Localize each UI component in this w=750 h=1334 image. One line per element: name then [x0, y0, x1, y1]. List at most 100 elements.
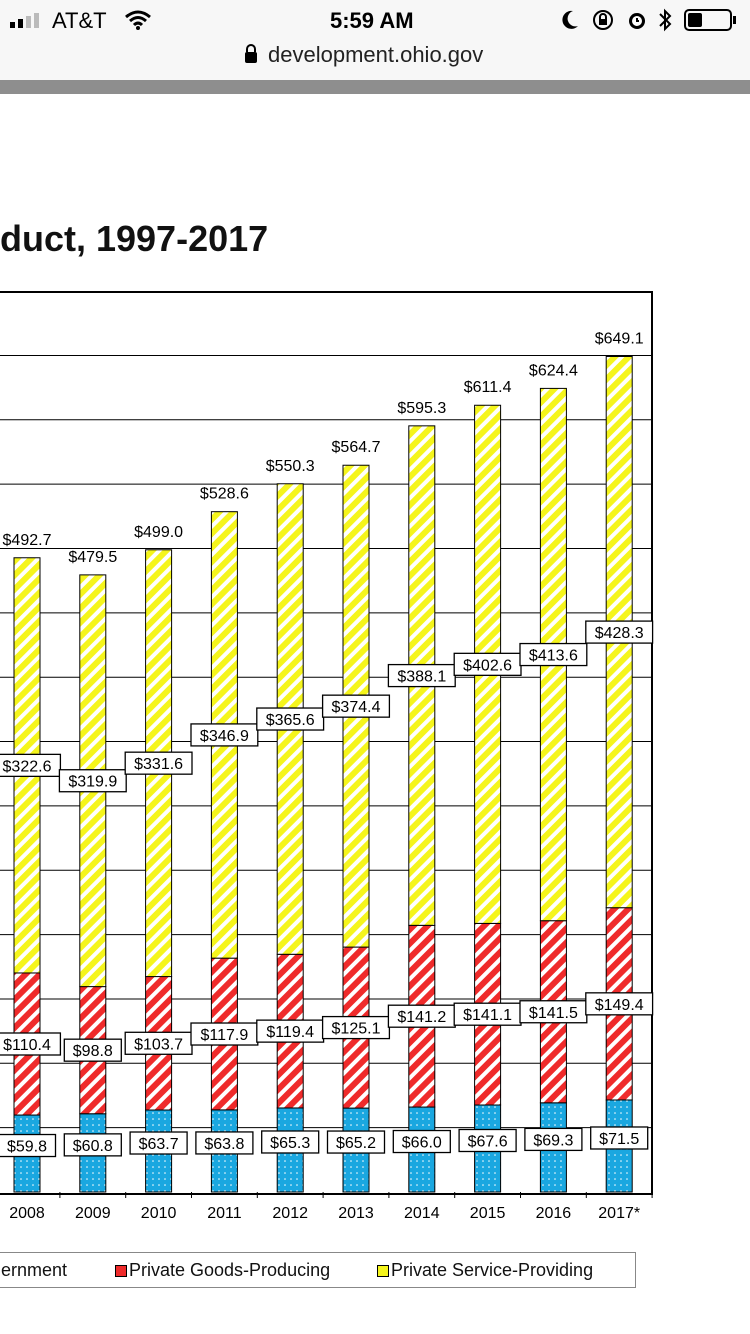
label-goods-producing: $141.1 [453, 1002, 522, 1026]
label-goods-producing-text: $98.8 [73, 1043, 113, 1060]
total-label: $550.3 [266, 458, 315, 475]
label-goods-producing-box [63, 1038, 122, 1062]
label-goods-producing: $119.4 [256, 1019, 325, 1043]
label-government-text: $65.3 [270, 1135, 310, 1152]
label-service-providing-box [519, 642, 588, 667]
label-government-text: $63.8 [204, 1136, 244, 1153]
label-government: $71.5 [590, 1126, 649, 1150]
label-service-providing: $428.3 [585, 620, 654, 644]
label-goods-producing: $103.7 [124, 1031, 193, 1055]
lock-icon [243, 43, 259, 70]
chart-legend: ernment Private Goods-Producing Private … [0, 1252, 636, 1288]
label-government: $69.3 [524, 1127, 583, 1152]
label-service-providing-box [256, 707, 325, 731]
total-label: $479.5 [68, 549, 117, 566]
clock-time: 5:59 AM [330, 8, 414, 33]
label-government-box [524, 1127, 583, 1152]
x-tick-label: 2013 [338, 1205, 374, 1222]
label-government: $67.6 [458, 1128, 517, 1153]
label-service-providing-box [190, 723, 259, 747]
x-tick-label: 2010 [141, 1205, 177, 1222]
x-tick-label: 2015 [470, 1205, 506, 1222]
label-service-providing-text: $322.6 [3, 758, 52, 775]
label-service-providing: $413.6 [519, 642, 588, 667]
label-goods-producing-box [585, 992, 654, 1016]
label-government-box [195, 1131, 254, 1155]
label-government-box [458, 1128, 517, 1153]
label-service-providing-text: $346.9 [200, 728, 249, 745]
label-service-providing-text: $319.9 [68, 774, 117, 791]
label-government-text: $59.8 [7, 1139, 47, 1156]
x-tick-label: 2008 [9, 1205, 45, 1222]
label-government-text: $69.3 [533, 1132, 573, 1149]
bluetooth-icon [658, 8, 672, 37]
total-label: $649.1 [595, 331, 644, 348]
label-goods-producing: $117.9 [190, 1022, 259, 1046]
x-axis: 2008 2009 2010 2011 2012 2013 2014 2015 2016 2017… [9, 1192, 653, 1222]
label-service-providing-box [321, 694, 391, 718]
label-goods-producing-text: $141.2 [397, 1009, 446, 1026]
legend-goods-label: Private Goods-Producing [129, 1260, 331, 1280]
label-service-providing-text: $365.6 [266, 712, 315, 729]
legend-goods-swatch [115, 1265, 127, 1277]
label-goods-producing-text: $119.4 [266, 1024, 314, 1041]
x-tick-label: 2014 [404, 1205, 440, 1222]
label-government-box [261, 1130, 320, 1154]
label-goods-producing-text: $141.5 [529, 1005, 578, 1022]
label-goods-producing: $98.8 [63, 1038, 122, 1062]
label-service-providing-text: $331.6 [134, 756, 183, 773]
label-government-box [326, 1130, 386, 1154]
label-government-box [63, 1133, 122, 1157]
url-text[interactable]: development.ohio.gov [268, 42, 484, 67]
total-label: $499.0 [134, 524, 183, 541]
x-tick-label: 2011 [207, 1205, 242, 1222]
rotation-lock-icon [592, 9, 614, 36]
label-goods-producing: $149.4 [585, 992, 654, 1016]
label-service-providing-box [124, 751, 193, 775]
label-goods-producing: $141.5 [519, 1000, 588, 1024]
total-label: $611.4 [464, 379, 512, 396]
label-government-box [129, 1131, 188, 1155]
address-bar[interactable]: development.ohio.gov [0, 40, 750, 80]
label-goods-producing-text: $103.7 [134, 1036, 183, 1053]
label-service-providing-text: $374.4 [332, 699, 381, 716]
label-service-providing-text: $413.6 [529, 648, 578, 665]
label-service-providing-box [58, 769, 127, 793]
x-tick-label: 2009 [75, 1205, 111, 1222]
label-goods-producing: $110.4 [0, 1032, 62, 1056]
total-label: $528.6 [200, 486, 249, 503]
label-goods-producing-text: $141.1 [463, 1007, 512, 1024]
label-government-box [392, 1129, 451, 1154]
label-service-providing: $374.4 [321, 694, 391, 718]
data-labels: $59.8 $110.4 $322.6 $492.7 $60.8 $98.8 $319.9 $… [0, 331, 654, 1158]
legend-service-label: Private Service-Providing [391, 1260, 594, 1280]
label-government-text: $65.2 [336, 1135, 376, 1152]
battery-icon [684, 9, 738, 36]
label-goods-producing-text: $149.4 [595, 997, 644, 1014]
signal-icon [10, 12, 46, 33]
label-service-providing-text: $402.6 [463, 657, 512, 674]
x-tick-label: 2016 [536, 1205, 572, 1222]
label-goods-producing-text: $110.4 [3, 1037, 51, 1054]
legend-service-swatch [377, 1265, 389, 1277]
label-service-providing: $388.1 [387, 663, 456, 688]
label-service-providing: $346.9 [190, 723, 259, 747]
label-service-providing-text: $428.3 [595, 625, 644, 642]
total-label: $624.4 [529, 362, 578, 379]
label-government-text: $71.5 [599, 1131, 639, 1148]
label-government: $63.7 [129, 1131, 188, 1155]
label-government: $65.2 [326, 1130, 386, 1154]
total-label: $492.7 [3, 532, 52, 549]
label-government: $59.8 [0, 1133, 57, 1158]
label-government: $66.0 [392, 1129, 451, 1154]
label-service-providing: $319.9 [58, 769, 127, 793]
label-goods-producing: $141.2 [387, 1004, 456, 1028]
label-goods-producing-text: $125.1 [332, 1021, 381, 1038]
label-government: $65.3 [261, 1130, 320, 1154]
label-government-text: $66.0 [402, 1135, 442, 1152]
label-goods-producing-text: $117.9 [201, 1027, 249, 1044]
total-label: $564.7 [332, 439, 381, 456]
wifi-icon [124, 9, 152, 36]
label-service-providing-box [585, 620, 654, 644]
